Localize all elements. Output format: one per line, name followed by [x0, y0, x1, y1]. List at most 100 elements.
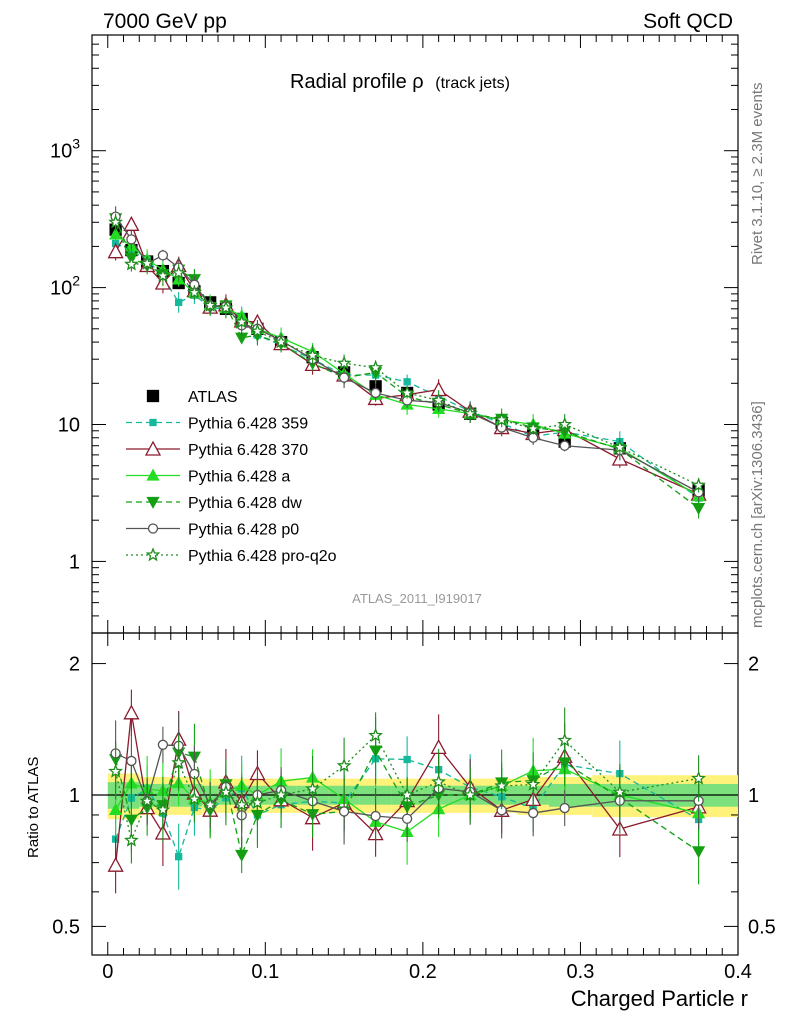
- ratio-data-point: [557, 732, 573, 747]
- main-y-tick-label: 1: [69, 551, 80, 573]
- legend-entry: Pythia 6.428 pro-q2o: [126, 547, 337, 565]
- legend-marker: [149, 418, 157, 427]
- ratio-data-point: [336, 757, 352, 773]
- ratio-data-point: [202, 797, 218, 812]
- data-point: [399, 385, 415, 400]
- data-point: [249, 323, 265, 338]
- legend-label: Pythia 6.428 a: [188, 469, 290, 486]
- legend-entry: Pythia 6.428 dw: [126, 495, 302, 512]
- series-6-main: [108, 213, 706, 493]
- main-panel-frame: [91, 34, 739, 634]
- data-point: [612, 439, 628, 454]
- data-point: [109, 227, 123, 240]
- legend-marker: [146, 468, 160, 481]
- ratio-y-tick-label-right: 0.5: [748, 916, 776, 938]
- ratio-data-point: [235, 849, 249, 862]
- ratio-y-tick-label-left: 1: [69, 785, 80, 807]
- axis-ticks: [92, 34, 739, 955]
- ratio-data-point: [139, 793, 155, 808]
- ratio-series-line: [115, 758, 699, 859]
- x-tick-label: 0.3: [567, 961, 595, 983]
- data-point: [557, 416, 573, 431]
- data-point: [124, 256, 139, 271]
- ratio-panel-series: [107, 689, 707, 894]
- data-point: [462, 405, 478, 420]
- ratio-data-point: [368, 727, 383, 742]
- rivet-version-label: Rivet 3.1.10, ≥ 2.3M events: [749, 83, 766, 266]
- ratio-data-point: [273, 787, 289, 802]
- ratio-y-axis-label: Ratio to ATLAS: [25, 757, 42, 858]
- data-point: [234, 314, 250, 329]
- legend-entry: Pythia 6.428 a: [126, 469, 290, 486]
- ratio-data-point: [431, 774, 446, 789]
- plot-title-main: Radial profile ρ: [290, 71, 424, 93]
- ratio-y-tick-label-left: 2: [69, 654, 80, 676]
- series-line: [115, 218, 699, 509]
- ratio-data-point: [126, 755, 137, 767]
- data-point: [692, 502, 706, 515]
- x-tick-label: 0.4: [724, 961, 752, 983]
- data-point: [528, 432, 539, 443]
- ratio-data-point: [525, 776, 541, 791]
- ratio-data-point: [155, 802, 171, 817]
- legend-label: Pythia 6.428 370: [188, 442, 308, 459]
- ratio-data-point: [171, 755, 187, 770]
- ratio-series-line: [115, 734, 699, 843]
- data-point: [403, 378, 411, 386]
- ratio-data-point: [249, 794, 265, 810]
- data-point: [107, 243, 124, 259]
- x-axis-label: Charged Particle r: [571, 986, 748, 1011]
- data-point: [108, 214, 123, 229]
- header-process-label: Soft QCD: [643, 10, 733, 33]
- ratio-series-line: [115, 744, 699, 820]
- ratio-data-point: [123, 704, 140, 720]
- ratio-data-point: [528, 807, 539, 819]
- ratio-data-point: [612, 784, 628, 799]
- main-y-tick-label: 10: [58, 415, 80, 437]
- ratio-data-point: [338, 806, 350, 817]
- data-point: [126, 234, 137, 245]
- ratio-data-point: [108, 763, 123, 778]
- data-point: [218, 300, 234, 315]
- ratio-data-point: [187, 791, 202, 806]
- mcplots-label: mcplots.cern.ch [arXiv:1306.3436]: [749, 401, 766, 628]
- series-6-ratio: [108, 707, 706, 864]
- ratio-data-point: [218, 784, 234, 799]
- x-tick-label: 0: [102, 961, 113, 983]
- axis-tick-labels: 0 0.1 0.2 0.3 0.4 1 10 102 103 0.5 0.5 1 1 2 2: [50, 136, 776, 983]
- data-point: [559, 440, 570, 451]
- data-point: [139, 255, 155, 270]
- series-line: [115, 242, 699, 499]
- series-line: [115, 233, 699, 497]
- ratio-data-point: [559, 802, 570, 814]
- ratio-y-tick-label-right: 2: [748, 654, 759, 676]
- legend-entry: Pythia 6.428 359: [126, 416, 308, 433]
- ratio-data-point: [305, 781, 320, 796]
- ratio-data-point: [157, 739, 169, 750]
- data-point: [338, 372, 350, 383]
- ratio-data-point: [691, 770, 706, 785]
- analysis-label: ATLAS_2011_I919017: [352, 591, 482, 606]
- series-1-main: [111, 233, 703, 507]
- ratio-data-point: [462, 787, 478, 802]
- x-tick-label: 0.1: [251, 961, 279, 983]
- ratio-data-point: [692, 846, 706, 859]
- ratio-data-point: [494, 778, 510, 793]
- legend-marker: [146, 496, 160, 509]
- legend-marker: [144, 440, 162, 456]
- ratio-data-point: [175, 853, 183, 861]
- data-point: [155, 267, 171, 283]
- ratio-data-point: [399, 787, 415, 802]
- data-point: [175, 298, 183, 307]
- data-point: [187, 284, 202, 299]
- ratio-data-point: [401, 813, 413, 824]
- legend-entry: ATLAS: [146, 389, 238, 406]
- main-y-tick-label: 103: [50, 136, 80, 163]
- ratio-y-tick-label-left: 0.5: [52, 916, 80, 938]
- data-point: [123, 215, 140, 231]
- data-point: [525, 421, 541, 436]
- plot-title-sub: (track jets): [435, 75, 510, 92]
- data-point: [273, 334, 289, 349]
- main-panel-series: [107, 206, 707, 519]
